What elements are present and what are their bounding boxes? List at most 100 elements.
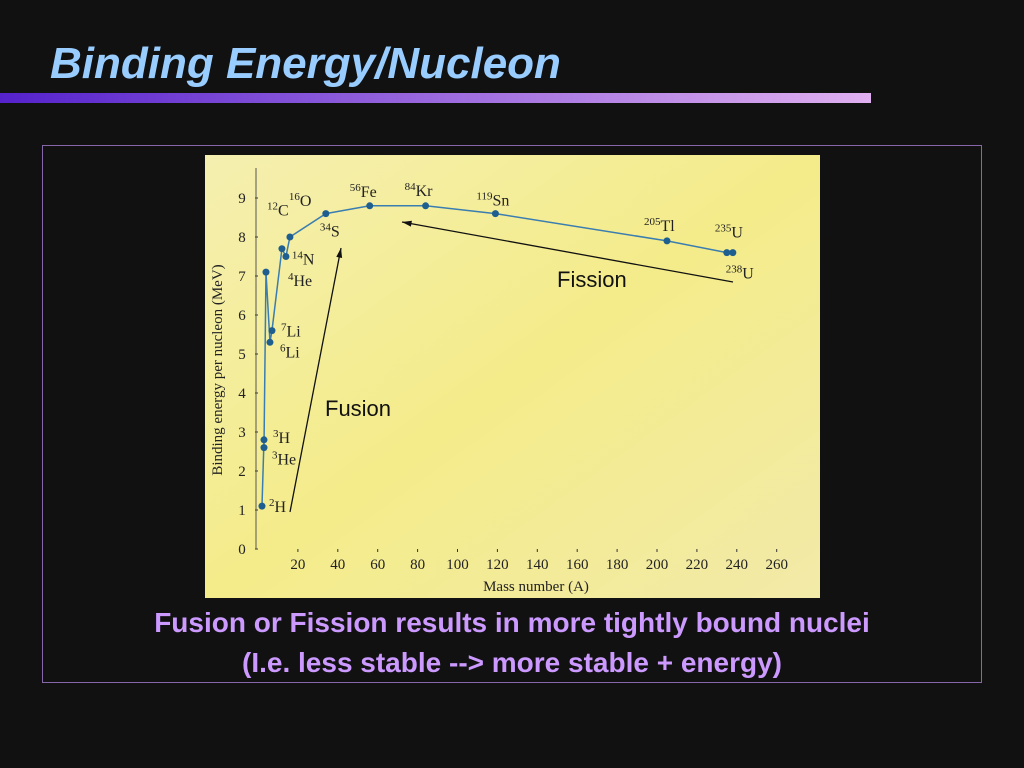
isotope-mass: 12 <box>267 201 278 213</box>
slide-title: Binding Energy/Nucleon <box>50 39 561 88</box>
isotope-mass: 235 <box>715 223 732 235</box>
data-point <box>278 245 286 253</box>
x-tick-label: 100 <box>446 557 469 573</box>
point-label: 4He <box>288 271 312 290</box>
isotope-mass: 2 <box>269 497 275 509</box>
arrow-shaft <box>401 221 734 283</box>
point-label: 235U <box>715 223 744 242</box>
data-point <box>260 436 268 444</box>
isotope-symbol: Sn <box>492 193 509 210</box>
y-tick-label: 3 <box>238 425 246 441</box>
isotope-symbol: Fe <box>361 184 377 201</box>
isotope-mass: 3 <box>273 428 279 440</box>
isotope-symbol: O <box>300 193 312 210</box>
y-tick-label: 7 <box>238 269 246 285</box>
x-tick-label: 80 <box>410 557 425 573</box>
y-tick-label: 4 <box>238 386 246 402</box>
data-point <box>282 253 290 260</box>
data-point <box>266 338 274 346</box>
point-label: 238U <box>726 264 755 283</box>
data-point <box>258 502 266 510</box>
title-underline <box>0 93 871 103</box>
isotope-symbol: H <box>274 499 286 516</box>
isotope-mass: 7 <box>281 322 287 334</box>
data-point <box>491 210 499 218</box>
point-label: 16O <box>289 191 312 210</box>
x-tick-label: 180 <box>606 557 629 573</box>
isotope-mass: 119 <box>476 191 493 203</box>
x-tick-label: 220 <box>686 557 709 573</box>
isotope-symbol: U <box>731 225 743 242</box>
point-label: 12C <box>267 201 289 220</box>
isotope-mass: 34 <box>320 222 332 234</box>
x-tick-label: 160 <box>566 557 589 573</box>
arrow-head <box>402 220 412 227</box>
data-point <box>268 327 276 335</box>
annotation: Fission <box>557 267 627 292</box>
isotope-symbol: He <box>277 452 296 469</box>
isotope-symbol: He <box>293 273 312 290</box>
point-label: 3H <box>273 428 291 447</box>
data-point <box>663 237 671 245</box>
isotope-mass: 4 <box>288 271 294 283</box>
y-tick-label: 1 <box>238 503 246 519</box>
x-axis-label: Mass number (A) <box>483 579 589 595</box>
data-point <box>729 249 737 257</box>
data-point <box>366 202 374 210</box>
y-axis-label: Binding energy per nucleon (MeV) <box>210 264 226 475</box>
isotope-symbol: Li <box>286 324 301 341</box>
y-tick-label: 8 <box>238 230 246 246</box>
content-frame <box>42 145 982 683</box>
y-tick-label: 6 <box>238 308 246 324</box>
x-tick-label: 20 <box>290 557 305 573</box>
isotope-mass: 238 <box>726 264 743 276</box>
isotope-symbol: Tl <box>660 218 675 235</box>
data-line <box>261 205 733 507</box>
caption-line: (I.e. less stable --> more stable + ener… <box>242 647 782 678</box>
x-tick-label: 140 <box>526 557 549 573</box>
isotope-symbol: S <box>331 224 340 241</box>
point-label: 6Li <box>280 342 300 361</box>
y-tick-label: 2 <box>238 464 246 480</box>
arrow-shaft <box>289 247 342 513</box>
x-tick-label: 200 <box>646 557 669 573</box>
isotope-symbol: H <box>278 430 290 447</box>
point-label: 56Fe <box>350 182 377 201</box>
isotope-mass: 16 <box>289 191 301 203</box>
isotope-mass: 84 <box>405 181 417 193</box>
point-label: 3He <box>272 450 296 469</box>
data-point <box>286 233 294 241</box>
annotation: Fusion <box>325 396 391 421</box>
isotope-mass: 3 <box>272 450 278 462</box>
isotope-mass: 56 <box>350 182 362 194</box>
point-label: 14N <box>292 250 315 269</box>
caption-line: Fusion or Fission results in more tightl… <box>154 607 870 638</box>
isotope-symbol: U <box>742 266 754 283</box>
point-label: 7Li <box>281 322 301 341</box>
isotope-mass: 6 <box>280 342 286 354</box>
x-tick-label: 240 <box>726 557 749 573</box>
x-tick-label: 40 <box>330 557 345 573</box>
y-tick-label: 5 <box>238 347 246 363</box>
data-point <box>262 268 270 276</box>
isotope-symbol: Li <box>285 344 300 361</box>
arrow-head <box>336 248 343 258</box>
data-point <box>322 210 330 218</box>
y-tick-label: 0 <box>238 542 246 558</box>
point-label: 205Tl <box>644 216 675 235</box>
isotope-mass: 14 <box>292 250 304 262</box>
point-label: 2H <box>269 497 287 516</box>
data-point <box>422 202 430 210</box>
x-tick-label: 260 <box>765 557 788 573</box>
point-label: 34S <box>320 222 340 241</box>
chart-image <box>205 155 820 598</box>
y-tick-label: 9 <box>238 191 246 207</box>
isotope-symbol: Kr <box>416 183 434 200</box>
data-point <box>260 444 268 452</box>
isotope-symbol: N <box>303 252 315 269</box>
isotope-mass: 205 <box>644 216 661 228</box>
x-tick-label: 60 <box>370 557 385 573</box>
isotope-symbol: C <box>278 203 289 220</box>
